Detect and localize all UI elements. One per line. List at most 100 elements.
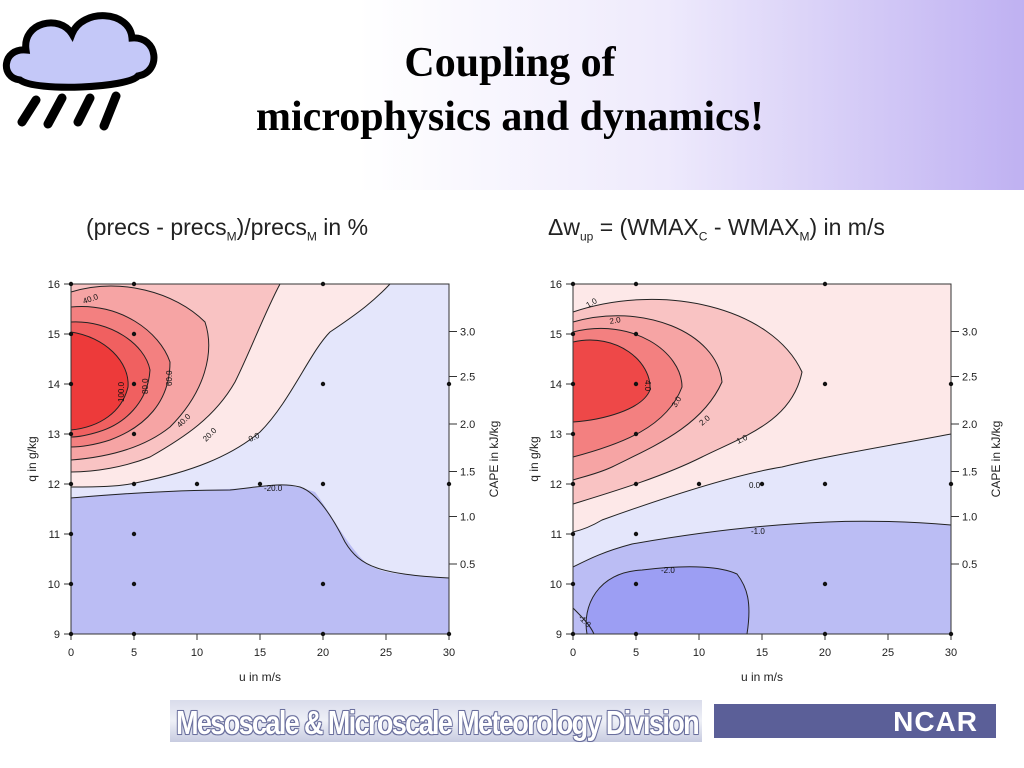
left-sample-point [131, 531, 137, 537]
left-sample-point [131, 431, 137, 437]
left-sample-point [68, 581, 74, 587]
left-y-tick-label: 13 [48, 429, 60, 441]
left-y2-tick-label: 3.0 [460, 327, 475, 339]
left-y2-tick-label: 1.5 [460, 467, 475, 479]
right-y-tick-label: 11 [551, 529, 562, 541]
left-contour-minus20 [70, 484, 450, 579]
right-contour-label: 0.0 [749, 481, 761, 490]
left-title-pre: (precs - precs [86, 214, 227, 240]
left-sample-point [446, 381, 452, 387]
right-y-tick-label: 14 [550, 379, 562, 391]
right-x-tick-label: 10 [693, 647, 705, 659]
right-y2-tick-label: 1.0 [962, 512, 977, 524]
left-contour-label: 0.0 [247, 431, 261, 444]
right-y2-tick-label: 0.5 [962, 559, 977, 571]
left-sample-point [68, 481, 74, 487]
left-x-tick-label: 15 [254, 647, 266, 659]
right-sample-point [696, 481, 702, 487]
right-contour-3 [572, 327, 683, 458]
left-x-tick-label: 5 [131, 647, 137, 659]
left-y-tick-label: 11 [49, 529, 60, 541]
right-y-tick-label: 12 [550, 479, 562, 491]
right-title-mid2: - WMAX [707, 214, 800, 240]
left-sample-point [320, 631, 326, 637]
left-axes: 0 5 10 15 20 25 30 9 10 11 12 13 14 15 16 0.5 1.0 1.5 2.0 2… [48, 279, 476, 659]
right-sample-point [570, 431, 576, 437]
left-sample-point [131, 281, 137, 287]
left-sample-point [320, 581, 326, 587]
right-title-sub1: up [579, 229, 594, 244]
left-y-tick-label: 14 [48, 379, 60, 391]
left-fill-positive-100 [71, 332, 129, 430]
right-sample-point [759, 481, 765, 487]
left-contour-80 [70, 321, 151, 438]
left-contour-60 [70, 305, 171, 448]
left-contour-20 [70, 283, 281, 473]
left-x-tick-label: 25 [380, 647, 392, 659]
left-y-label: q in g/kg [25, 436, 39, 481]
right-sample-point [822, 481, 828, 487]
left-title-sub1: M [226, 229, 237, 244]
left-title-mid: )/precs [236, 214, 307, 240]
right-contour-label: 2.0 [609, 315, 622, 326]
left-contour-chart: 40.0 100.0 80.0 60.0 40.0 20.0 0.0 -20.0… [25, 279, 501, 684]
left-contour-40 [70, 285, 210, 461]
right-y2-tick-label: 2.0 [962, 419, 977, 431]
slide-title: Coupling of microphysics and dynamics! [180, 36, 840, 144]
right-y2-tick-label: 2.5 [962, 372, 977, 384]
left-title-sub2: M [306, 229, 317, 244]
left-sample-point [320, 281, 326, 287]
left-y-tick-label: 9 [54, 629, 60, 641]
right-chart-title: Δwup = (WMAXC - WMAXM) in m/s [548, 214, 885, 244]
right-sample-point [633, 631, 639, 637]
left-sample-points [68, 281, 452, 637]
left-plot-fills [71, 284, 449, 634]
right-sample-point [633, 281, 639, 287]
left-contour-lines [70, 283, 450, 579]
left-sample-point [194, 481, 200, 487]
ncar-text: NCAR [893, 706, 978, 737]
right-title-sub3: M [799, 229, 810, 244]
right-sample-points [570, 281, 954, 637]
right-sample-point [948, 481, 954, 487]
left-sample-point [68, 431, 74, 437]
right-sample-point [633, 531, 639, 537]
right-sample-point [822, 631, 828, 637]
right-y-tick-label: 10 [550, 579, 562, 591]
right-fill-positive-40 [573, 340, 651, 422]
right-title-pre: Δw [548, 214, 580, 240]
left-sample-point [131, 481, 137, 487]
right-sample-point [822, 381, 828, 387]
mmm-division-banner: Mesoscale & Microscale Meteorology Divis… [170, 700, 702, 742]
title-line-2: microphysics and dynamics! [256, 94, 764, 140]
right-sample-point [570, 531, 576, 537]
left-contour-label: 100.0 [117, 381, 126, 402]
left-y2-label: CAPE in kJ/kg [487, 421, 501, 498]
left-contour-100 [70, 331, 129, 431]
ncar-banner: NCAR [714, 704, 996, 738]
right-sample-point [948, 381, 954, 387]
left-x-tick-label: 20 [317, 647, 329, 659]
right-x-tick-label: 0 [570, 647, 576, 659]
right-y-label: q in g/kg [527, 436, 541, 481]
right-y-tick-label: 9 [556, 629, 562, 641]
right-x-tick-label: 30 [945, 647, 957, 659]
left-contour-label: 80.0 [141, 378, 150, 394]
right-sample-point [948, 631, 954, 637]
right-y2-tick-label: 3.0 [962, 327, 977, 339]
left-sample-point [320, 381, 326, 387]
left-sample-point [68, 531, 74, 537]
left-title-post: in % [316, 214, 369, 240]
right-sample-point [633, 381, 639, 387]
right-title-mid: = (WMAX [593, 214, 699, 240]
right-contour-0 [572, 433, 952, 533]
right-sample-point [633, 431, 639, 437]
left-x-tick-label: 10 [191, 647, 203, 659]
rain-cloud-icon [2, 12, 158, 131]
right-contour-minus1-corner [572, 607, 595, 635]
right-sample-point [570, 631, 576, 637]
right-x-label: u in m/s [741, 670, 783, 684]
left-sample-point [68, 281, 74, 287]
right-x-tick-label: 15 [756, 647, 768, 659]
right-y-tick-label: 13 [550, 429, 562, 441]
